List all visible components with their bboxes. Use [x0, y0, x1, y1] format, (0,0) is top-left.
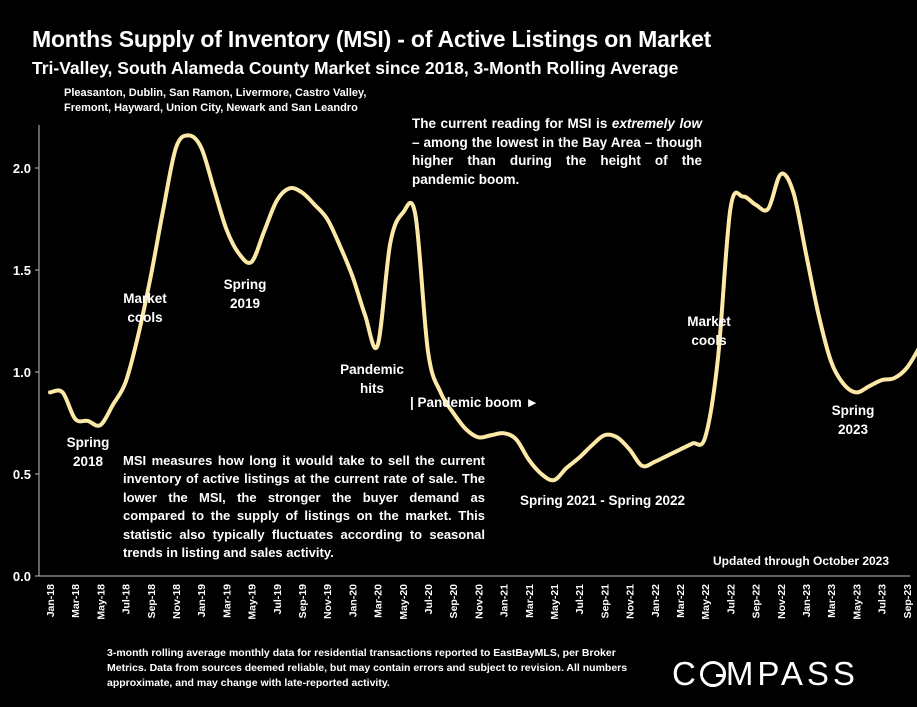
x-tick-label: May-18	[95, 584, 107, 620]
chart-subtitle: Tri-Valley, South Alameda County Market …	[32, 58, 679, 78]
y-tick-label: 1.5	[13, 263, 31, 278]
x-tick-label: Mar-19	[221, 584, 233, 618]
x-tick-label: Mar-23	[826, 584, 838, 618]
logo-o-mark	[699, 661, 726, 687]
annotation-spring-2019-line2: 2019	[230, 296, 260, 311]
y-tick-label: 0.0	[13, 569, 31, 584]
chart-title: Months Supply of Inventory (MSI) - of Ac…	[32, 26, 712, 52]
cities-line-2: Fremont, Hayward, Union City, Newark and…	[64, 102, 358, 114]
annotation-pandemic-boom: | Pandemic boom ►	[410, 395, 539, 410]
annotation-pandemic-hits-line2: hits	[360, 381, 384, 396]
annotation-spring-2021-2022: Spring 2021 - Spring 2022	[520, 493, 685, 508]
x-tick-label: Jan-23	[801, 584, 813, 617]
x-tick-label: Jul-18	[121, 584, 133, 615]
x-tick-label: Jan-19	[196, 584, 208, 617]
x-tick-label: Jul-22	[725, 584, 737, 615]
cities-note: Pleasanton, Dublin, San Ramon, Livermore…	[64, 86, 366, 116]
annotation-market-cools-2022-line2: cools	[691, 333, 726, 348]
x-tick-label: Jul-20	[423, 584, 435, 615]
x-tick-label: Mar-22	[675, 584, 687, 618]
callout-text-post: – among the lowest in the Bay Area – tho…	[412, 134, 702, 187]
x-tick-label: Jul-19	[272, 584, 284, 615]
annotation-pandemic-hits: Pandemic	[340, 362, 404, 377]
x-tick-label: Jan-20	[347, 584, 359, 617]
x-tick-label: May-21	[549, 584, 561, 620]
y-tick-label: 0.5	[13, 467, 31, 482]
annotation-spring-2018: Spring	[67, 435, 110, 450]
annotation-market-cools-2022: Market	[687, 314, 731, 329]
x-tick-label: May-22	[700, 584, 712, 620]
x-tick-label: Nov-19	[322, 584, 334, 619]
annotation-market-cools-2018-line2: cools	[127, 310, 162, 325]
x-tick-label: Nov-20	[473, 584, 485, 619]
callout-text-emphasis: extremely low	[611, 116, 702, 131]
x-tick-label: Sep-20	[448, 584, 460, 619]
x-tick-label: Jul-23	[877, 584, 889, 615]
x-tick-label: Jan-18	[45, 584, 57, 617]
compass-logo: C MPASS	[672, 655, 859, 693]
x-tick-label: Nov-18	[171, 584, 183, 619]
annotation-spring-2018-line2: 2018	[73, 454, 104, 469]
y-tick-label: 2.0	[13, 161, 31, 176]
x-tick-label: May-19	[247, 584, 259, 620]
annotation-spring-2023: Spring	[832, 403, 875, 418]
source-footnote: 3-month rolling average monthly data for…	[107, 647, 628, 689]
callout-text-pre: The current reading for MSI is	[412, 116, 612, 131]
annotation-market-cools-2018: Market	[123, 291, 167, 306]
updated-note: Updated through October 2023	[713, 554, 890, 568]
y-tick-label: 1.0	[13, 365, 31, 380]
annotation-spring-2023-line2: 2023	[838, 422, 869, 437]
x-tick-label: Sep-21	[599, 584, 611, 619]
cities-line-1: Pleasanton, Dublin, San Ramon, Livermore…	[64, 87, 367, 99]
x-tick-label: Jul-21	[574, 584, 586, 615]
x-tick-label: Sep-23	[902, 584, 914, 619]
x-tick-label: May-23	[851, 584, 863, 620]
x-tick-label: Jan-21	[499, 584, 511, 617]
logo-letters-mpass: MPASS	[725, 655, 859, 692]
x-tick-label: Sep-18	[146, 584, 158, 619]
logo-letter-c: C	[672, 655, 700, 692]
x-tick-label: Mar-20	[373, 584, 385, 618]
x-tick-label: Nov-21	[625, 584, 637, 619]
x-tick-label: Mar-18	[70, 584, 82, 618]
msi-series-line	[48, 133, 917, 483]
x-tick-label: May-20	[398, 584, 410, 620]
x-tick-label: Mar-21	[524, 584, 536, 618]
msi-definition-note: MSI measures how long it would take to s…	[123, 453, 485, 561]
annotation-spring-2019: Spring	[224, 277, 267, 292]
x-tick-label: Nov-22	[776, 584, 788, 619]
x-tick-label: Sep-22	[751, 584, 763, 619]
x-tick-label: Sep-19	[297, 584, 309, 619]
current-reading-callout: The current reading for MSI is extremely…	[412, 115, 702, 189]
x-tick-label: Jan-22	[650, 584, 662, 617]
